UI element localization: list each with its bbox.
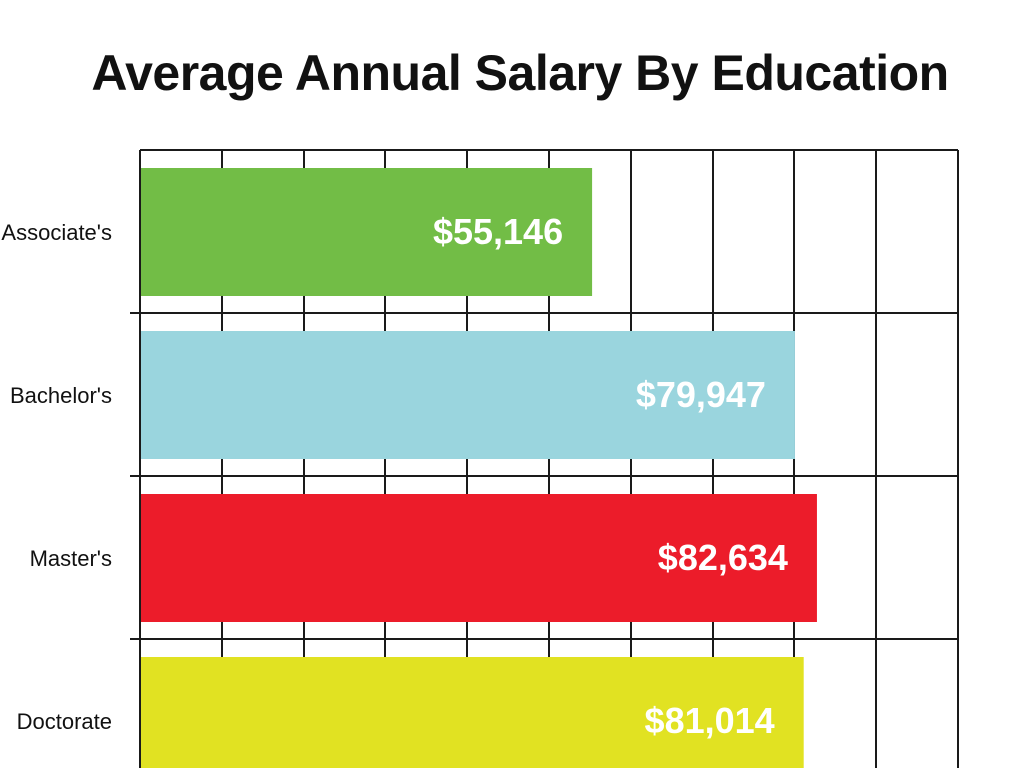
category-label: Master's xyxy=(30,546,112,571)
bar xyxy=(141,657,804,768)
bar xyxy=(141,331,795,459)
bar xyxy=(141,494,817,622)
category-label: Bachelor's xyxy=(10,383,112,408)
data-label: $79,947 xyxy=(636,374,766,415)
data-label: $55,146 xyxy=(433,211,563,252)
chart-title: Average Annual Salary By Education xyxy=(91,45,949,101)
bar xyxy=(141,168,593,296)
category-label: Doctorate xyxy=(17,709,112,734)
category-label: Associate's xyxy=(1,220,112,245)
data-label: $82,634 xyxy=(658,537,788,578)
data-label: $81,014 xyxy=(645,700,775,741)
